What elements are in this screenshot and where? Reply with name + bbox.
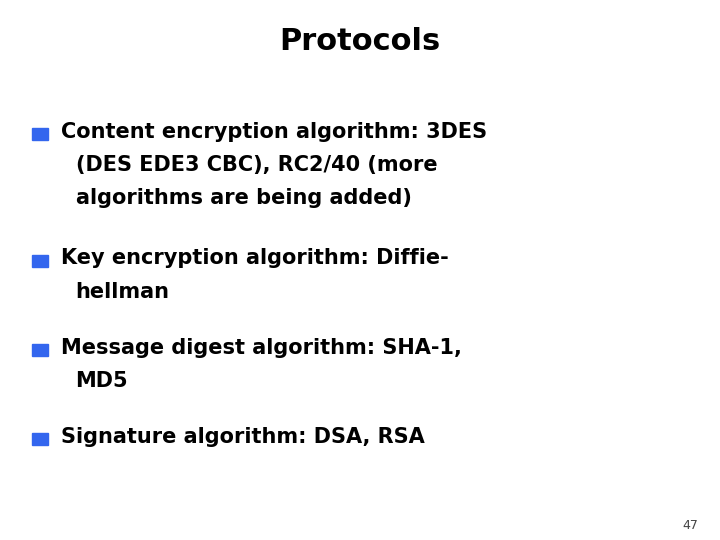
Text: 47: 47	[683, 519, 698, 532]
Text: Key encryption algorithm: Diffie-: Key encryption algorithm: Diffie-	[61, 248, 449, 268]
FancyBboxPatch shape	[32, 255, 48, 267]
Text: (DES EDE3 CBC), RC2/40 (more: (DES EDE3 CBC), RC2/40 (more	[76, 155, 437, 175]
Text: algorithms are being added): algorithms are being added)	[76, 188, 411, 208]
Text: Signature algorithm: DSA, RSA: Signature algorithm: DSA, RSA	[61, 427, 425, 447]
Text: Protocols: Protocols	[279, 27, 441, 56]
FancyBboxPatch shape	[32, 344, 48, 356]
Text: hellman: hellman	[76, 282, 170, 302]
Text: Content encryption algorithm: 3DES: Content encryption algorithm: 3DES	[61, 122, 487, 141]
Text: Message digest algorithm: SHA-1,: Message digest algorithm: SHA-1,	[61, 338, 462, 357]
FancyBboxPatch shape	[32, 128, 48, 140]
FancyBboxPatch shape	[32, 433, 48, 445]
Text: MD5: MD5	[76, 371, 128, 391]
